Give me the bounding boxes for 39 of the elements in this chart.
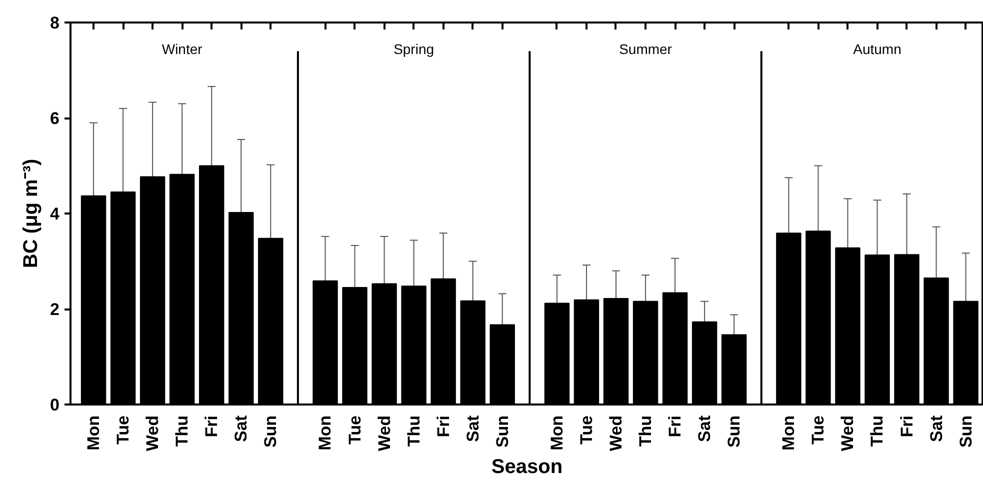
x-tick-label: Wed	[143, 416, 162, 452]
x-tick-label: Sun	[492, 416, 512, 448]
annotation: Winter	[162, 40, 203, 57]
x-tick-label: Thu	[636, 415, 656, 447]
y-tick-label: 6	[50, 109, 60, 128]
y-tick-label: 4	[50, 204, 60, 224]
x-tick-label: Tue	[114, 415, 133, 444]
x-tick-label: Sun	[261, 416, 280, 448]
x-tick-label: Wed	[374, 416, 394, 452]
annotation: Summer	[619, 40, 672, 57]
y-axis-title: BC (μg m⁻³)	[20, 158, 42, 268]
annotation: Spring	[394, 40, 434, 57]
x-tick-label: Sat	[695, 415, 714, 442]
x-tick-label: Thu	[404, 415, 424, 447]
x-tick-label: Tue	[576, 415, 596, 444]
x-tick-label: Wed	[838, 416, 858, 452]
y-tick-label: 0	[50, 396, 60, 414]
x-tick-label: Thu	[172, 415, 192, 447]
x-tick-label: Mon	[779, 415, 798, 450]
x-tick-label: Fri	[897, 415, 916, 438]
x-tick-label: Tue	[345, 415, 364, 444]
x-tick-label: Tue	[808, 415, 828, 444]
x-tick-label: Mon	[547, 415, 566, 450]
y-tick-label: 2	[50, 300, 60, 319]
x-tick-label: Sat	[232, 415, 251, 442]
x-tick-label: Wed	[606, 416, 626, 452]
x-tick-label: Fri	[202, 415, 222, 438]
x-tick-label: Sat	[926, 415, 946, 442]
x-tick-label: Sat	[463, 415, 482, 442]
x-tick-label: Sun	[956, 416, 976, 448]
x-axis-title: Season	[491, 456, 563, 478]
x-tick-label: Fri	[666, 415, 685, 438]
x-tick-label: Fri	[434, 415, 453, 438]
y-tick-label: 8	[50, 14, 60, 32]
x-tick-label: Mon	[316, 415, 335, 450]
annotation: Autumn	[853, 40, 902, 57]
x-tick-label: Thu	[868, 415, 887, 447]
x-tick-label: Mon	[84, 415, 104, 450]
x-tick-label: Sun	[724, 416, 744, 448]
